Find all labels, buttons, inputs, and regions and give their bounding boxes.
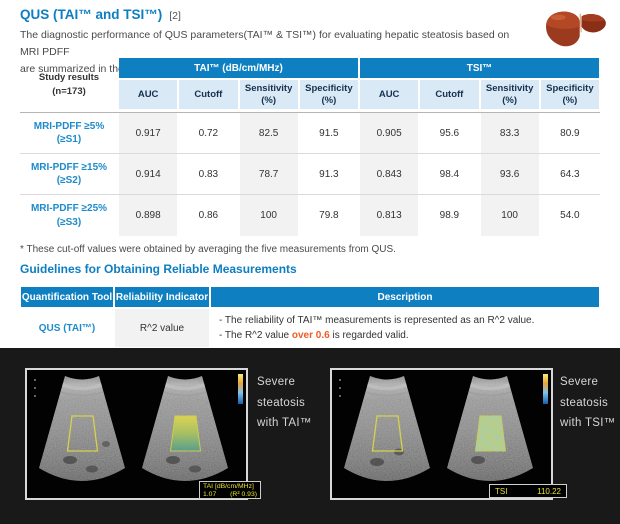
table-cell: 0.905 (360, 113, 419, 153)
page-title-row: QUS (TAI™ and TSI™) [2] (20, 7, 181, 22)
table-cell: 93.6 (480, 154, 539, 194)
tai-ultrasound-image: TAI [dB/cm/MHz] 1.07 (R² 0.93) (25, 368, 261, 500)
table-cell: 91.3 (319, 168, 339, 180)
results-table-body: MRI-PDFF ≥5% (≥S1) 0.917 0.72 82.5 91.5 … (20, 112, 600, 236)
table-cell: 0.83 (198, 168, 219, 180)
liver-icon (546, 11, 606, 47)
ultrasound-scan-bmode (339, 376, 430, 481)
table-cell: 78.7 (239, 154, 298, 194)
table-cell: 80.9 (560, 127, 580, 139)
column-header: Sensitivity (%) (239, 80, 298, 109)
row-label: MRI-PDFF ≥5% (≥S1) (33, 120, 105, 146)
ultrasound-scan-bmode (34, 376, 125, 481)
table-cell: 79.8 (319, 210, 339, 221)
column-header: AUC (119, 80, 178, 109)
column-header: Specificity (%) (299, 80, 358, 109)
reliability-indicator-cell: R^2 value (115, 309, 209, 347)
description-line-1: - The reliability of TAI™ measurements i… (219, 315, 535, 326)
table-cell: 0.898 (119, 195, 178, 236)
tsi-measurement-name: TSI (495, 486, 508, 496)
row-label: MRI-PDFF ≥25% (≥S3) (30, 203, 108, 228)
reference-marker: [2] (169, 10, 181, 22)
group-header-tai: TAI™ (dB/cm/MHz) (119, 58, 358, 78)
guidelines-table-header: Quantification Tool Reliability Indicato… (20, 287, 600, 307)
tai-measurement-title: TAI [dB/cm/MHz] (203, 483, 254, 490)
table-cell: 64.3 (560, 168, 580, 180)
column-header: Reliability Indicator (115, 287, 209, 307)
footnote: * These cut-off values were obtained by … (20, 244, 396, 255)
table-cell: 0.72 (198, 127, 219, 139)
table-cell: 0.843 (360, 154, 419, 194)
description-line-2: - The R^2 value over 0.6 is regarded val… (219, 330, 409, 341)
table-row: MRI-PDFF ≥25% (≥S3) 0.898 0.86 100 79.8 … (20, 195, 600, 236)
column-header: Description (211, 287, 599, 307)
table-cell: 100 (239, 195, 298, 236)
group-header-tsi: TSI™ (360, 58, 599, 78)
tsi-measurement-value: 110.22 (537, 486, 561, 496)
table-cell: 82.5 (239, 113, 298, 153)
color-scale-bar (238, 374, 243, 404)
table-cell: 0.86 (198, 210, 219, 221)
page-title: QUS (TAI™ and TSI™) (20, 7, 163, 22)
guidelines-heading: Guidelines for Obtaining Reliable Measur… (20, 262, 297, 276)
row-label: MRI-PDFF ≥15% (≥S2) (30, 161, 108, 187)
roi-outline (371, 415, 404, 452)
table-cell: 0.917 (119, 113, 178, 153)
tai-measurement-value: 1.07 (203, 491, 217, 499)
column-header: Cutoff (420, 80, 479, 109)
tai-measurement-label: TAI [dB/cm/MHz] 1.07 (R² 0.93) (199, 481, 261, 499)
tai-caption: Severe steatosis with TAI™ (257, 376, 312, 430)
table-cell: 100 (480, 195, 539, 236)
tsi-measurement-label: TSI 110.22 (489, 484, 567, 498)
table-cell: 95.6 (439, 127, 460, 139)
tsi-caption: Severe steatosis with TSI™ (560, 376, 616, 430)
table-row: MRI-PDFF ≥15% (≥S2) 0.914 0.83 78.7 91.3… (20, 154, 600, 195)
color-scale-bar (543, 374, 548, 404)
table-cell: 83.3 (480, 113, 539, 153)
ultrasound-scan-tsi-overlay (447, 376, 533, 481)
description-cell: - The reliability of TAI™ measurements i… (210, 309, 600, 347)
table-row: QUS (TAI™) R^2 value - The reliability o… (20, 309, 600, 347)
table-cell: 98.4 (439, 168, 460, 180)
roi-outline (66, 415, 99, 452)
results-table: Study results (n=173) TAI™ (dB/cm/MHz) T… (20, 58, 600, 236)
column-header: AUC (360, 80, 419, 109)
tai-measurement-r2: (R² 0.93) (230, 491, 257, 499)
ultrasound-scan-tai-overlay (142, 376, 228, 481)
guidelines-table: Quantification Tool Reliability Indicato… (20, 287, 600, 347)
quantification-tool-cell: QUS (TAI™) (38, 322, 96, 334)
ultrasound-gallery: TAI [dB/cm/MHz] 1.07 (R² 0.93) Severe st… (0, 348, 620, 524)
column-header: Cutoff (179, 80, 238, 109)
results-table-header: Study results (n=173) TAI™ (dB/cm/MHz) T… (20, 58, 600, 112)
roi-color-map (169, 415, 202, 452)
column-header: Sensitivity (%) (480, 80, 539, 109)
column-header: Quantification Tool (21, 287, 113, 307)
table-cell: 54.0 (560, 210, 580, 221)
column-header: Specificity (%) (540, 80, 599, 109)
table-cell: 0.813 (360, 195, 419, 236)
table-cell: 91.5 (319, 127, 339, 139)
table-cell: 0.914 (119, 154, 178, 194)
study-results-header: Study results (n=173) (38, 72, 100, 97)
threshold-highlight: over 0.6 (291, 330, 330, 341)
table-row: MRI-PDFF ≥5% (≥S1) 0.917 0.72 82.5 91.5 … (20, 113, 600, 154)
tsi-ultrasound-image: TSI 110.22 (330, 368, 567, 500)
table-cell: 98.9 (439, 210, 460, 221)
